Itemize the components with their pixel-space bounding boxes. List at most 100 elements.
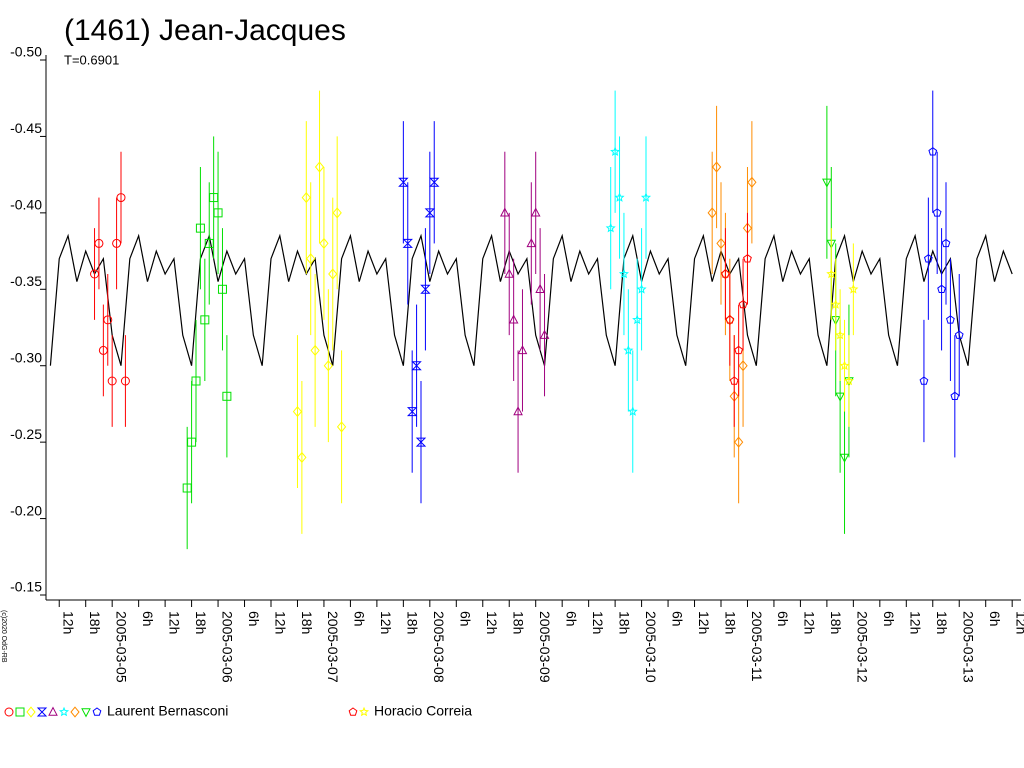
point (116, 193, 126, 203)
x-tick-label: 6h (881, 611, 897, 627)
point (835, 329, 846, 340)
y-tick-label: -0.35 (10, 273, 42, 289)
point (517, 344, 528, 355)
point (328, 268, 338, 280)
point (716, 237, 726, 250)
legend-marker (348, 707, 358, 716)
point (292, 405, 303, 418)
point (310, 344, 320, 357)
point (822, 178, 832, 188)
point (411, 361, 422, 371)
point (94, 238, 104, 248)
point (743, 254, 752, 263)
point (217, 284, 227, 294)
x-tick-label: 12h (378, 611, 394, 634)
point (738, 299, 748, 309)
x-tick-label: 6h (987, 611, 1003, 627)
point (499, 207, 510, 217)
point (928, 147, 938, 156)
point (530, 207, 541, 217)
x-tick-label: 12h (908, 611, 924, 634)
point (919, 376, 929, 385)
point (513, 406, 523, 416)
point (711, 161, 722, 173)
legend-marker (58, 706, 70, 717)
x-tick-label: 2005-03-06 (219, 611, 235, 683)
point (323, 360, 334, 372)
point (420, 284, 431, 294)
point (632, 314, 643, 325)
point (640, 192, 652, 202)
point (535, 283, 545, 293)
point (336, 421, 347, 433)
point (222, 391, 232, 401)
point (835, 392, 845, 402)
x-tick-label: 6h (563, 611, 579, 627)
point (733, 436, 744, 448)
point (623, 345, 634, 355)
point (843, 375, 854, 386)
series (499, 151, 550, 473)
series (398, 121, 440, 504)
x-tick-label: 2005-03-05 (113, 611, 129, 683)
legend-marker (4, 707, 14, 717)
point (618, 268, 629, 279)
x-tick-label: 2005-03-12 (855, 611, 871, 683)
point (103, 315, 113, 325)
point (504, 268, 515, 278)
series (707, 105, 757, 504)
y-tick-label: -0.50 (10, 44, 42, 60)
x-tick-label: 12h (590, 611, 606, 634)
x-tick-label: 12h (1013, 611, 1024, 634)
point (508, 314, 519, 324)
x-tick-label: 2005-03-10 (643, 611, 659, 683)
point (946, 315, 955, 324)
point (610, 146, 621, 157)
x-tick-label: 6h (140, 611, 156, 627)
y-tick-label: -0.45 (10, 120, 42, 136)
point (614, 192, 625, 202)
series (90, 151, 130, 427)
series (826, 228, 859, 427)
point (627, 406, 638, 416)
legend-label: Horacio Correia (374, 703, 472, 719)
x-tick-label: 18h (405, 611, 421, 634)
point (319, 237, 329, 250)
x-tick-label: 18h (193, 611, 209, 634)
x-tick-label: 18h (616, 611, 632, 634)
point (605, 222, 616, 233)
legend-label: Laurent Bernasconi (107, 703, 228, 719)
x-tick-label: 12h (484, 611, 500, 634)
legend-marker (81, 708, 91, 718)
point (301, 191, 311, 204)
point (729, 376, 739, 385)
x-tick-label: 2005-03-11 (749, 611, 765, 682)
point (830, 299, 841, 309)
point (402, 238, 413, 248)
series (822, 105, 854, 534)
x-tick-label: 12h (166, 611, 182, 634)
point (839, 453, 850, 463)
chart-title: (1461) Jean-Jacques (64, 14, 346, 47)
point (734, 345, 744, 355)
y-tick-label: -0.15 (10, 579, 42, 595)
x-tick-label: 6h (458, 611, 474, 627)
point (191, 376, 201, 386)
x-tick-label: 18h (87, 611, 103, 634)
x-tick-label: 6h (775, 611, 791, 627)
point (424, 208, 436, 218)
point (954, 330, 964, 339)
x-tick-label: 12h (696, 611, 712, 634)
legend-marker (48, 706, 58, 716)
x-tick-label: 6h (246, 611, 262, 627)
y-tick-label: -0.25 (10, 426, 42, 442)
x-tick-label: 18h (299, 611, 315, 634)
x-tick-label: 12h (61, 611, 77, 634)
x-tick-label: 18h (511, 611, 527, 634)
point (195, 223, 205, 233)
x-tick-label: 6h (669, 611, 685, 627)
point (747, 176, 757, 188)
point (107, 376, 117, 386)
